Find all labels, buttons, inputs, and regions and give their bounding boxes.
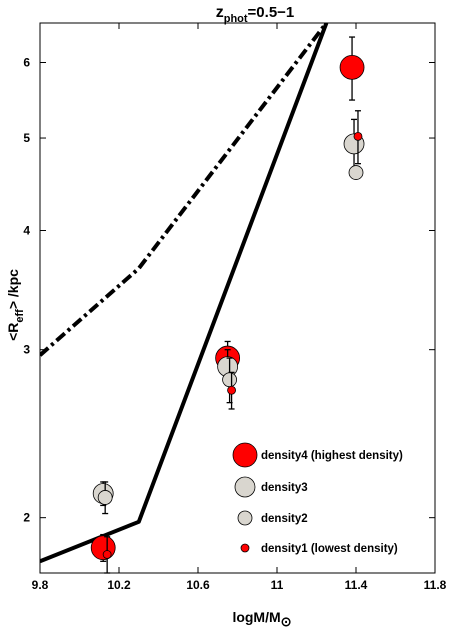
xlabel-main: logM/M bbox=[232, 609, 280, 625]
plot-frame bbox=[39, 22, 436, 574]
legend-label: density4 (highest density) bbox=[261, 450, 403, 462]
x-tick-label: 11.8 bbox=[424, 578, 447, 592]
title-sub: phot bbox=[224, 13, 248, 25]
point-density1-2 bbox=[227, 371, 236, 410]
model-lines bbox=[40, 23, 329, 564]
marker bbox=[339, 54, 365, 80]
title-tail: =0.5−1 bbox=[248, 4, 295, 21]
y-tick-label: 3 bbox=[23, 343, 30, 357]
legend: density4 (highest density) density3 densit… bbox=[232, 442, 403, 555]
model-line-solid bbox=[40, 23, 329, 564]
point-density1-3 bbox=[353, 110, 363, 165]
point-density2-1 bbox=[97, 481, 113, 515]
legend-entry-density1: density1 (lowest density) bbox=[240, 543, 398, 555]
legend-marker bbox=[240, 543, 250, 553]
legend-label: density2 bbox=[261, 513, 308, 525]
point-density3-3 bbox=[343, 118, 365, 171]
marker bbox=[227, 385, 236, 395]
legend-entry-density2: density2 bbox=[237, 510, 308, 526]
x-tick-label: 11.4 bbox=[345, 578, 368, 592]
legend-label: density3 bbox=[261, 482, 308, 494]
chart-title: zphot=0.5−1 bbox=[216, 4, 295, 25]
model-line-dash-dot bbox=[40, 23, 328, 357]
y-axis-label: <Reff> /kpc bbox=[5, 269, 26, 341]
ylabel-a: <R bbox=[5, 323, 21, 341]
data-points bbox=[90, 36, 365, 574]
x-tick-label: 10.2 bbox=[107, 578, 131, 592]
point-density2-3 bbox=[348, 165, 364, 180]
marker bbox=[353, 131, 363, 141]
marker bbox=[348, 165, 364, 180]
legend-label: density1 (lowest density) bbox=[261, 543, 398, 555]
marker bbox=[222, 372, 238, 388]
axis-ticks: 9.8 10.2 10.6 11 11.4 11.8 2 3 4 5 6 bbox=[23, 23, 447, 592]
point-density4-3 bbox=[339, 36, 365, 101]
legend-entry-density3: density3 bbox=[234, 476, 308, 498]
legend-marker bbox=[234, 476, 256, 498]
x-tick-label: 11 bbox=[271, 578, 284, 592]
legend-marker bbox=[237, 510, 253, 526]
ylabel-b: > /kpc bbox=[5, 269, 21, 309]
title-main: z bbox=[216, 4, 224, 21]
y-tick-label: 5 bbox=[23, 131, 30, 145]
y-tick-label: 6 bbox=[23, 55, 30, 69]
x-axis-label: logM/M⊙ bbox=[232, 609, 291, 629]
legend-entry-density4: density4 (highest density) bbox=[232, 442, 403, 468]
marker bbox=[102, 550, 112, 559]
x-tick-label: 9.8 bbox=[32, 578, 49, 592]
y-tick-label: 2 bbox=[23, 511, 30, 525]
marker bbox=[97, 490, 113, 505]
xlabel-sun-symbol: ⊙ bbox=[281, 614, 292, 629]
x-tick-label: 10.6 bbox=[186, 578, 210, 592]
legend-marker bbox=[232, 442, 258, 468]
y-tick-label: 4 bbox=[23, 223, 30, 237]
ylabel-sub: eff bbox=[14, 309, 26, 323]
